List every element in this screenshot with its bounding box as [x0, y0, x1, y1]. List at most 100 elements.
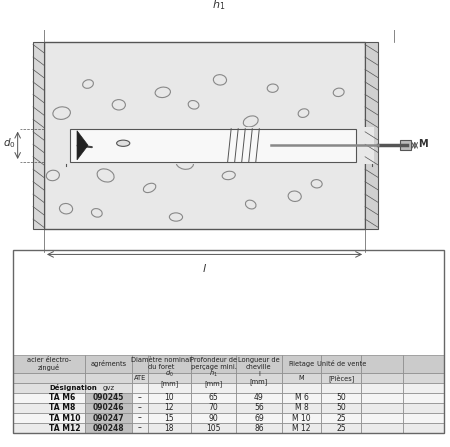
- Bar: [191, 413, 236, 423]
- Text: 90: 90: [209, 413, 218, 422]
- Bar: [321, 373, 361, 383]
- Text: 50: 50: [337, 393, 346, 402]
- Ellipse shape: [213, 75, 226, 85]
- Bar: [403, 354, 444, 373]
- Bar: [321, 354, 361, 373]
- Bar: [361, 354, 403, 373]
- Bar: [321, 413, 361, 423]
- Bar: [132, 423, 148, 433]
- Bar: [403, 383, 444, 393]
- Bar: [282, 413, 321, 423]
- Text: $d_0$
[mm]: $d_0$ [mm]: [160, 369, 178, 387]
- Ellipse shape: [176, 156, 194, 169]
- Ellipse shape: [243, 116, 258, 127]
- Bar: [132, 393, 148, 403]
- Text: ATE: ATE: [134, 375, 146, 381]
- Text: 10: 10: [164, 393, 174, 402]
- Bar: [132, 383, 148, 393]
- Ellipse shape: [288, 191, 301, 202]
- Ellipse shape: [298, 109, 309, 118]
- Bar: [236, 393, 282, 403]
- Text: Désignation: Désignation: [49, 384, 97, 392]
- Text: $h_1$
[mm]: $h_1$ [mm]: [204, 369, 223, 387]
- Bar: [361, 383, 403, 393]
- Bar: [361, 423, 403, 433]
- Bar: [66, 127, 374, 164]
- Text: 69: 69: [254, 413, 264, 422]
- Bar: [13, 354, 85, 373]
- Ellipse shape: [222, 171, 235, 180]
- Ellipse shape: [155, 87, 171, 97]
- Text: 090247: 090247: [93, 413, 125, 422]
- Bar: [403, 413, 444, 423]
- Text: 49: 49: [254, 393, 264, 402]
- Bar: [361, 393, 403, 403]
- Bar: [403, 423, 444, 433]
- Text: agréments: agréments: [90, 360, 127, 367]
- Text: –: –: [138, 413, 142, 422]
- Text: 86: 86: [254, 424, 264, 433]
- Text: 25: 25: [337, 424, 346, 433]
- Ellipse shape: [311, 180, 322, 188]
- Bar: [85, 354, 132, 373]
- Bar: [403, 403, 444, 413]
- Bar: [282, 423, 321, 433]
- Bar: [85, 423, 132, 433]
- Ellipse shape: [46, 170, 59, 181]
- Ellipse shape: [144, 183, 156, 193]
- Bar: [191, 393, 236, 403]
- Text: –: –: [138, 424, 142, 433]
- Bar: [400, 140, 411, 150]
- Bar: [191, 373, 236, 383]
- Bar: [282, 354, 321, 373]
- Text: 090245: 090245: [93, 393, 124, 402]
- Ellipse shape: [117, 140, 130, 146]
- Bar: [13, 423, 85, 433]
- Ellipse shape: [135, 130, 146, 138]
- Ellipse shape: [53, 107, 70, 119]
- Bar: [85, 393, 132, 403]
- Bar: [148, 393, 191, 403]
- Bar: [85, 383, 132, 393]
- Text: 105: 105: [206, 424, 221, 433]
- Bar: [13, 250, 444, 433]
- Bar: [365, 42, 378, 229]
- Text: 50: 50: [337, 404, 346, 413]
- Bar: [33, 42, 44, 229]
- Text: l
[mm]: l [mm]: [250, 371, 268, 385]
- Bar: [13, 373, 85, 383]
- Bar: [148, 413, 191, 423]
- Bar: [361, 413, 403, 423]
- Bar: [13, 403, 85, 413]
- Bar: [403, 373, 444, 383]
- Bar: [71, 129, 356, 162]
- Polygon shape: [77, 131, 88, 160]
- Text: Unité de vente: Unité de vente: [317, 361, 366, 367]
- Text: –: –: [138, 393, 142, 402]
- Bar: [361, 373, 403, 383]
- Ellipse shape: [245, 200, 256, 209]
- Bar: [13, 393, 85, 403]
- Bar: [148, 383, 191, 393]
- Text: 12: 12: [165, 404, 174, 413]
- Bar: [361, 403, 403, 413]
- Text: Longueur de
cheville: Longueur de cheville: [238, 357, 280, 370]
- Text: M 12: M 12: [292, 424, 311, 433]
- Bar: [321, 383, 361, 393]
- Bar: [132, 373, 148, 383]
- Text: M 10: M 10: [292, 413, 311, 422]
- Text: gvz: gvz: [103, 385, 115, 391]
- Text: Profondeur de
perçage mini.: Profondeur de perçage mini.: [190, 357, 237, 370]
- Text: $l$: $l$: [202, 262, 207, 274]
- Bar: [132, 354, 148, 373]
- Bar: [321, 423, 361, 433]
- Bar: [148, 354, 191, 373]
- Text: 56: 56: [254, 404, 264, 413]
- Ellipse shape: [319, 128, 332, 139]
- Text: M 6: M 6: [295, 393, 308, 402]
- Text: 090246: 090246: [93, 404, 125, 413]
- Text: TA M6: TA M6: [49, 393, 76, 402]
- Bar: [85, 403, 132, 413]
- Bar: [132, 413, 148, 423]
- Bar: [236, 403, 282, 413]
